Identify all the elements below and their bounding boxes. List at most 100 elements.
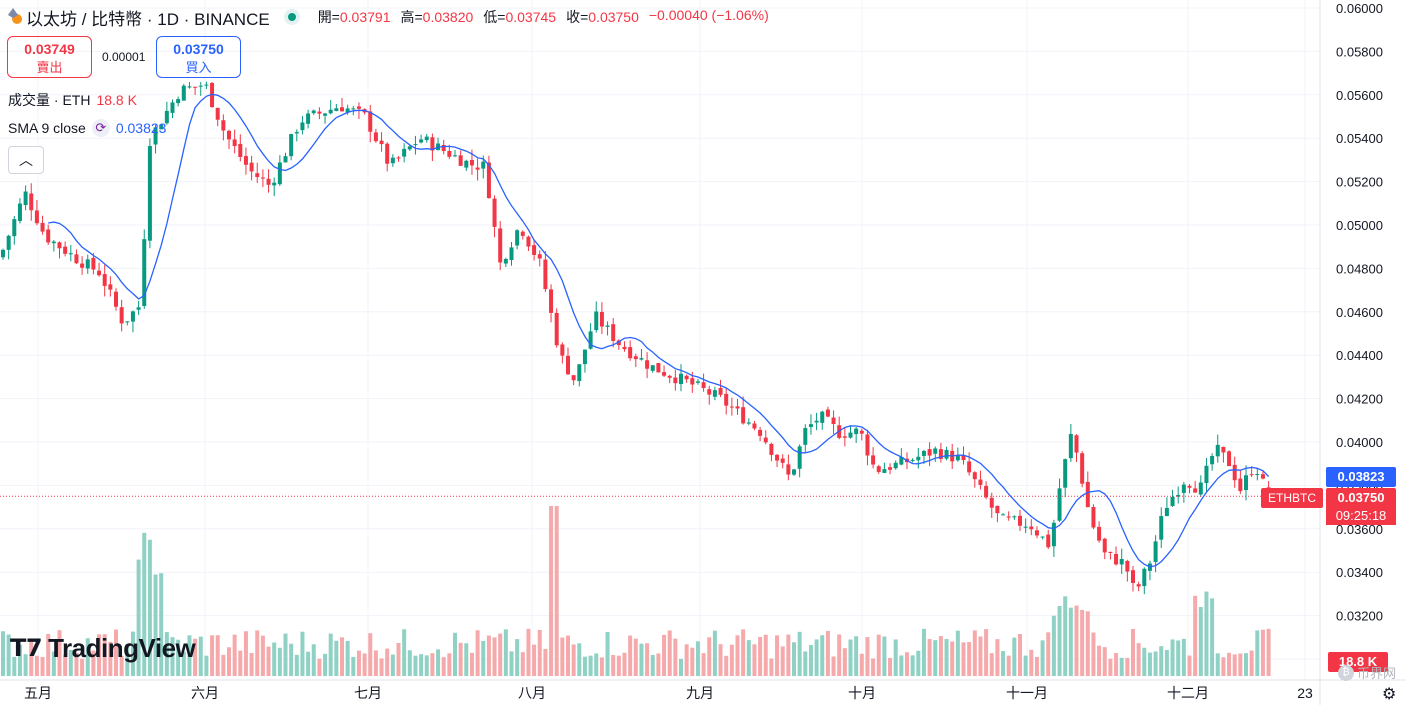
- volume-bar: [1164, 649, 1169, 676]
- volume-bar: [921, 628, 926, 676]
- candle-body: [130, 311, 135, 322]
- volume-bar: [402, 629, 407, 676]
- volume-bar: [311, 644, 316, 676]
- candle-body: [899, 457, 904, 465]
- volume-bar: [436, 649, 441, 676]
- candle-body: [334, 108, 339, 111]
- volume-bar: [1057, 606, 1062, 676]
- candle-body: [509, 247, 514, 261]
- volume-bar: [102, 634, 107, 676]
- volume-bar: [63, 654, 68, 676]
- volume-bar: [1260, 629, 1265, 676]
- volume-bar: [283, 633, 288, 676]
- ohlc-low: 低=0.03745: [483, 9, 557, 25]
- cycle-icon[interactable]: ⟳: [91, 119, 110, 137]
- candle-body: [741, 407, 746, 424]
- volume-bar: [888, 657, 893, 676]
- candle-body: [673, 377, 678, 384]
- candle-body: [238, 143, 243, 157]
- volume-bar: [735, 635, 740, 676]
- volume-bar: [560, 637, 565, 676]
- volume-bar: [656, 653, 661, 676]
- candle-body: [594, 311, 599, 331]
- candle-body: [57, 242, 62, 249]
- volume-bar: [362, 653, 367, 676]
- volume-bar: [238, 650, 243, 676]
- volume-bar: [57, 630, 62, 676]
- candle-body: [475, 167, 480, 170]
- volume-bar: [12, 656, 17, 676]
- volume-bar: [498, 633, 503, 676]
- volume-bar: [1147, 652, 1152, 676]
- candle-body: [961, 455, 966, 461]
- candle-body: [221, 120, 226, 131]
- candle-body: [780, 458, 785, 463]
- price-tick-label: 0.03400: [1336, 565, 1383, 580]
- price-tick-label: 0.05400: [1336, 131, 1383, 146]
- candle-body: [1091, 506, 1096, 528]
- volume-bar: [424, 655, 429, 676]
- buy-button[interactable]: 0.03750 買入: [156, 36, 241, 78]
- candle-body: [266, 178, 271, 185]
- volume-bar: [204, 655, 209, 676]
- candle-body: [967, 461, 972, 473]
- candle-body: [1232, 464, 1237, 481]
- sma-indicator-legend[interactable]: SMA 9 close ⟳ 0.03823: [8, 119, 166, 137]
- buy-label: 買入: [185, 60, 212, 75]
- candle-body: [543, 259, 548, 290]
- time-tick-label: 十一月: [1006, 685, 1048, 701]
- candle-body: [114, 291, 118, 307]
- candle-body: [724, 393, 729, 406]
- price-tick-label: 0.04000: [1336, 435, 1383, 450]
- last-price-label: 0.03750: [1326, 488, 1396, 508]
- collapse-legend-button[interactable]: ︿: [8, 146, 44, 174]
- candle-body: [1170, 496, 1175, 507]
- candle-body: [1131, 570, 1135, 583]
- sell-button[interactable]: 0.03749 賣出: [7, 36, 92, 78]
- candle-body: [848, 432, 853, 438]
- volume-bar: [1238, 653, 1243, 676]
- volume-bar: [447, 653, 452, 676]
- volume-bar: [85, 638, 90, 676]
- volume-bar: [17, 644, 22, 676]
- volume-bar: [639, 643, 644, 676]
- candle-body: [481, 161, 486, 169]
- candle-body: [1023, 526, 1028, 528]
- settings-icon[interactable]: ⚙: [1382, 686, 1397, 703]
- symbol-title[interactable]: 以太坊 / 比特幣 · 1D · BINANCE: [8, 5, 270, 30]
- volume-bar: [1085, 611, 1090, 676]
- candle-body: [23, 191, 28, 206]
- candle-body: [323, 113, 328, 116]
- market-status-icon[interactable]: [283, 9, 300, 25]
- candle-body: [831, 417, 836, 424]
- price-tick-label: 0.03600: [1336, 522, 1383, 537]
- volume-bar: [882, 636, 887, 676]
- volume-bar: [492, 637, 497, 676]
- candle-body: [916, 456, 921, 461]
- volume-bar: [577, 643, 582, 676]
- volume-indicator-label: 成交量 · ETH: [8, 92, 91, 108]
- candle-body: [227, 130, 231, 140]
- candle-body: [1046, 534, 1051, 548]
- volume-bar: [51, 651, 56, 676]
- volume-indicator-legend[interactable]: 成交量 · ETH 18.8 K: [8, 90, 137, 110]
- volume-bar: [125, 644, 130, 676]
- volume-bar: [469, 652, 474, 676]
- volume-bar: [373, 650, 378, 676]
- price-tick-label: 0.04800: [1336, 261, 1383, 276]
- time-axis[interactable]: 五月 六月 七月 八月 九月 十月 十一月 十二月 23: [24, 685, 1313, 701]
- candle-body: [679, 373, 683, 385]
- candle-body: [345, 108, 350, 113]
- candle-body: [503, 258, 508, 264]
- volume-bar: [645, 643, 650, 676]
- volume-bar: [221, 654, 226, 676]
- tradingview-logo[interactable]: 𝗧𝟳 TradingView: [10, 633, 196, 664]
- candle-body: [701, 382, 706, 389]
- candle-body: [368, 111, 373, 132]
- candlestick-series: [1, 81, 1271, 595]
- candle-body: [1029, 526, 1034, 530]
- volume-bar: [582, 656, 587, 676]
- price-tick-label: 0.05200: [1336, 175, 1383, 190]
